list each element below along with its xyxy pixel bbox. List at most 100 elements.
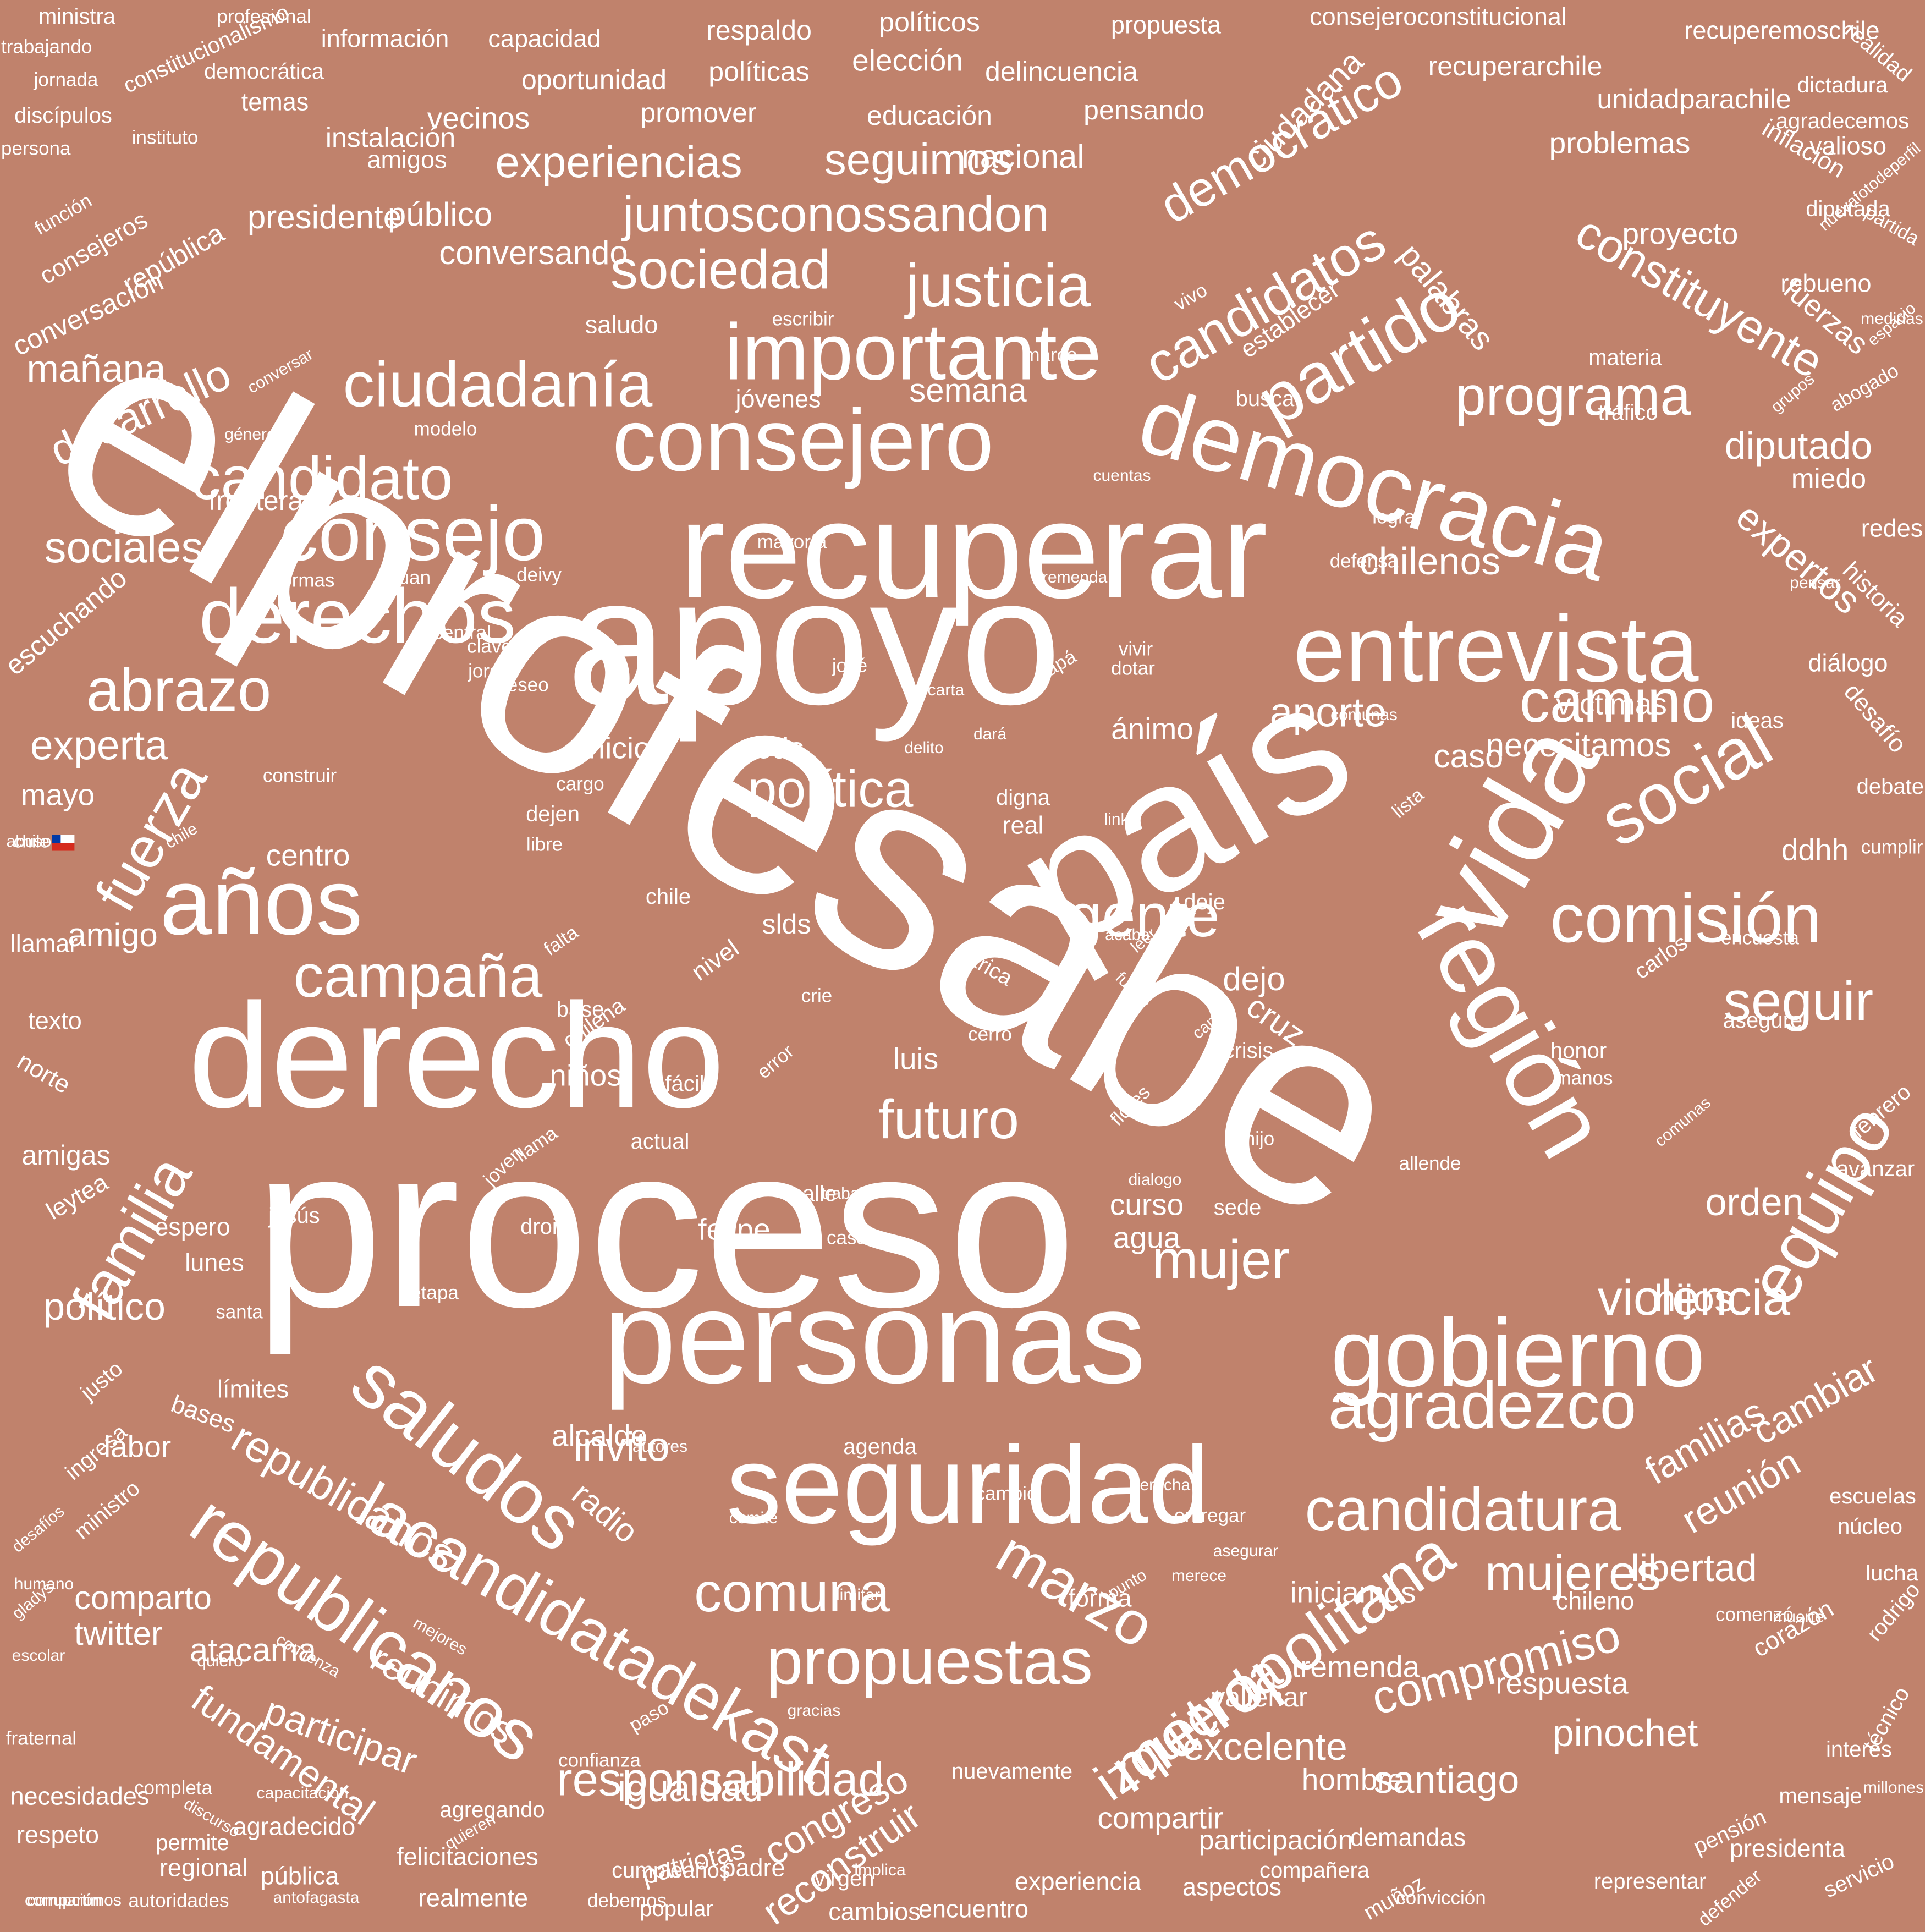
word-98: mayo (20, 777, 95, 812)
word-286: convicción (1396, 1887, 1486, 1909)
word-102: proyecto (1622, 216, 1739, 251)
word-76: libertad (1631, 1546, 1757, 1589)
word-327: forma (1068, 1584, 1132, 1612)
word-321: agradecido (233, 1812, 356, 1841)
word-117: delincuencia (985, 56, 1138, 87)
word-221: centro (266, 838, 350, 872)
word-145: busca (1235, 387, 1295, 411)
word-118: oportunidad (521, 64, 667, 95)
word-158: medidas (1861, 310, 1923, 328)
word-306: nuevamente (951, 1759, 1073, 1783)
word-301: respuesta (1495, 1666, 1629, 1700)
word-134: función (31, 189, 96, 240)
word-56: seguimos (824, 135, 1013, 184)
word-79: orden (1705, 1181, 1804, 1223)
word-281: cambios (828, 1897, 921, 1926)
word-267: necesidades (10, 1782, 150, 1810)
word-334: entregar (1174, 1505, 1246, 1527)
word-269: compartimos (27, 1891, 122, 1909)
word-270: corrupción (24, 1891, 102, 1909)
word-80: cambiar (1745, 1347, 1885, 1453)
word-189: lista (1388, 784, 1428, 822)
word-55: experiencias (495, 138, 743, 186)
word-188: digna (996, 786, 1050, 810)
word-87: alcalde (551, 1418, 648, 1453)
word-170: encuesta (1720, 927, 1800, 949)
word-310: demandas (1350, 1823, 1466, 1852)
word-242: deivy (516, 564, 562, 586)
word-44: política (747, 760, 914, 819)
word-184: acaba (1105, 926, 1150, 944)
word-105: problemas (1549, 125, 1691, 160)
word-199: error (753, 1040, 798, 1083)
word-201: luis (893, 1041, 939, 1076)
word-186: link (1104, 810, 1129, 828)
word-151: partida (1861, 201, 1923, 250)
word-149: rebueno (1780, 269, 1872, 298)
word-215: espero (155, 1212, 230, 1241)
word-41: juntosconossandon (623, 187, 1049, 242)
word-104: víctimas (1556, 687, 1667, 721)
word-268: respeto (16, 1820, 100, 1849)
word-255: santa (216, 1301, 263, 1323)
word-5: derecho (188, 973, 725, 1139)
word-312: hombre (1301, 1762, 1405, 1797)
word-261: ministro (70, 1476, 145, 1544)
word-245: defensa (1329, 550, 1399, 572)
word-275: realmente (417, 1884, 529, 1912)
word-124: temas (241, 87, 309, 116)
word-337: autores (632, 1437, 688, 1456)
word-2: apoyo (566, 539, 1062, 742)
word-138: presidente (247, 199, 402, 235)
word-146: marco (1024, 344, 1077, 366)
word-247: modelo (414, 418, 477, 440)
word-191: chile (645, 885, 691, 909)
word-131: discípulos (14, 103, 112, 128)
word-95: nacional (961, 138, 1085, 175)
word-302: chileno (1555, 1587, 1635, 1615)
word-329: merece (1171, 1567, 1227, 1585)
word-33: abrazo (86, 656, 272, 724)
word-42: sociedad (610, 239, 831, 300)
word-125: democrática (204, 59, 324, 84)
word-216: lunes (185, 1248, 244, 1277)
word-339: asegurar (1213, 1542, 1279, 1560)
word-139: público (387, 196, 493, 233)
word-14: años (160, 850, 363, 954)
word-341: comunas (1330, 706, 1398, 724)
word-120: educación (867, 100, 992, 131)
word-144: jóvenes (735, 385, 821, 413)
word-263: humano (14, 1575, 74, 1593)
word-12: entrevista (1293, 597, 1699, 701)
word-26: candidatura (1305, 1476, 1621, 1544)
word-116: recuperarchile (1428, 51, 1603, 81)
word-89: caso (1433, 738, 1504, 775)
word-106: unidadparachile (1597, 84, 1791, 114)
word-294: interés (1825, 1737, 1893, 1761)
word-58: invito (573, 1423, 670, 1470)
word-162: miedo (1791, 463, 1867, 494)
word-279: padre (722, 1853, 785, 1882)
word-274: antofagasta (273, 1889, 360, 1907)
word-121: pensando (1084, 95, 1204, 125)
word-299: escuelas (1829, 1484, 1916, 1508)
word-127: profesional (217, 6, 311, 28)
word-322: agregando (439, 1798, 545, 1822)
word-37: comuna (694, 1562, 890, 1623)
word-214: leytea (41, 1167, 113, 1226)
word-70: excelente (1182, 1725, 1348, 1768)
word-207: casa (827, 1227, 867, 1249)
word-273: permite (156, 1831, 229, 1855)
word-112: información (321, 24, 449, 53)
word-344: trabajo (822, 1184, 872, 1203)
word-238: central (433, 622, 491, 644)
word-107: elección (852, 43, 963, 78)
word-287: representar (1593, 1869, 1707, 1893)
word-38: futuro (878, 1089, 1019, 1150)
word-129: trabajando (1, 36, 92, 58)
word-340: tremenda (1037, 568, 1108, 586)
word-111: capacidad (488, 24, 601, 53)
word-147: materia (1588, 345, 1662, 370)
word-152: valioso (1809, 131, 1887, 160)
word-49: mujer (1152, 1229, 1290, 1291)
